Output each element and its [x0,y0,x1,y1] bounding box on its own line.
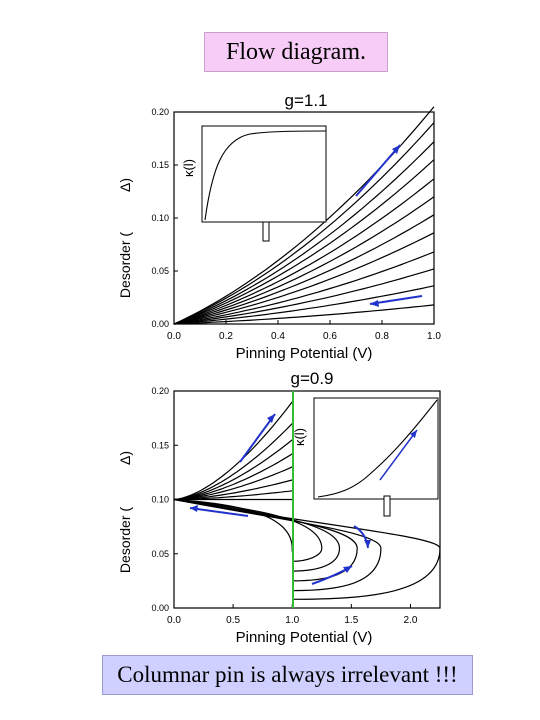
top-x-tick-label: 0.4 [271,331,285,342]
bottom-arrow-upper [239,413,276,463]
bottom-arrow-lower [311,565,353,585]
top-y-tick-label: 0.20 [151,107,169,117]
bottom-lower-flow-curve [173,498,441,600]
top-x-tick-label: 0.8 [375,331,389,342]
bottom-lower-flow-curve [173,498,382,592]
top-flow-curve [173,178,435,325]
bottom-x-tick-label: 2.0 [403,615,417,626]
top-y-axis: 0.00 0.05 0.10 0.15 0.20 [151,107,178,329]
bottom-chart: g=0.9 0.00 0.05 0.10 0.15 0.20 0.0 0.5 1.0 1.5 2… [117,369,441,646]
top-flow-curve [173,214,435,325]
bottom-y-tick-label: 0.05 [151,549,169,559]
bottom-x-tick-label: 0.0 [167,615,181,626]
bottom-lower-flow-curve [173,498,358,582]
bottom-lower-flow-curve [173,498,341,572]
bottom-lower-flow-curve [173,498,323,562]
bottom-upper-flow-curve [173,401,293,501]
top-arrow-up [355,144,401,197]
bottom-y-label: Δ) [117,451,133,465]
top-flow-curve [173,141,435,325]
bottom-x-tick-label: 0.5 [226,615,240,626]
bottom-upper-flow-curve [173,453,293,501]
bottom-upper-flow-curve [173,423,293,501]
bottom-x-label: Pinning Potential (V) [236,629,373,646]
bottom-y-tick-label: 0.20 [151,386,169,396]
top-inset-y-label: κ(l) [181,159,196,177]
bottom-upper-flow-curve [173,466,293,501]
title-box: Flow diagram. [204,32,388,72]
top-chart: g=1.1 0.000.050.100.150.20 0.0 0.2 0.4 0.6 0… [117,91,441,362]
top-x-tick-label: 0.2 [219,331,233,342]
top-y-label-glyphs: Desorder ( [117,232,133,298]
top-x-axis: 0.0 0.2 0.4 0.6 0.8 1.0 [167,320,441,342]
top-chart-title: g=1.1 [284,91,327,110]
top-flow-curve [173,251,435,325]
top-inset-curve [204,130,327,221]
bottom-inset-x-label-box [383,495,391,517]
bottom-inset-frame [313,397,439,500]
bottom-y-tick-label: 0.15 [151,440,169,450]
bottom-curves [173,401,441,600]
top-y-label: Δ) [117,178,133,192]
bottom-y-label-glyphs: Desorder ( [117,507,133,573]
bottom-x-tick-label: 1.5 [344,615,358,626]
footer-box: Columnar pin is always irrelevant !!! [102,655,473,695]
top-x-label: Pinning Potential (V) [236,345,373,362]
top-flow-curve [173,122,435,325]
bottom-inset-y-label: κ(l) [292,428,307,446]
bottom-y-tick-label: 0.00 [151,603,169,613]
bottom-inset-curve [317,399,438,498]
top-flow-curve [173,232,435,325]
top-flow-curve [173,268,435,325]
bottom-chart-title: g=0.9 [290,369,333,388]
top-flow-curve [173,196,435,325]
page-title: Flow diagram. [226,38,366,65]
top-curves [173,106,435,325]
bottom-upper-flow-curve [173,479,293,501]
top-flow-curve [173,304,435,325]
top-y-tick-label: 0.10 [151,213,169,223]
bottom-arrow-left [189,505,249,517]
top-x-tick-label: 0.0 [167,331,181,342]
top-x-tick-label: 1.0 [427,331,441,342]
top-y-tick-label: 0.00 [151,319,169,329]
top-flow-curve [173,285,435,325]
footer-text: Columnar pin is always irrelevant !!! [117,662,458,687]
bottom-x-tick-label: 1.0 [285,615,299,626]
bottom-inset-arrow [379,429,418,481]
bottom-upper-flow-curve [173,439,293,501]
top-arrow-down [369,295,423,307]
top-y-tick-label: 0.05 [151,266,169,276]
top-y-tick-label: 0.15 [151,160,169,170]
bottom-arrow-right-arc [353,525,371,549]
top-inset-x-label-box [262,221,270,242]
top-inset-frame [201,125,327,223]
bottom-y-tick-label: 0.10 [151,495,169,505]
top-x-tick-label: 0.6 [323,331,337,342]
top-flow-curve [173,159,435,325]
